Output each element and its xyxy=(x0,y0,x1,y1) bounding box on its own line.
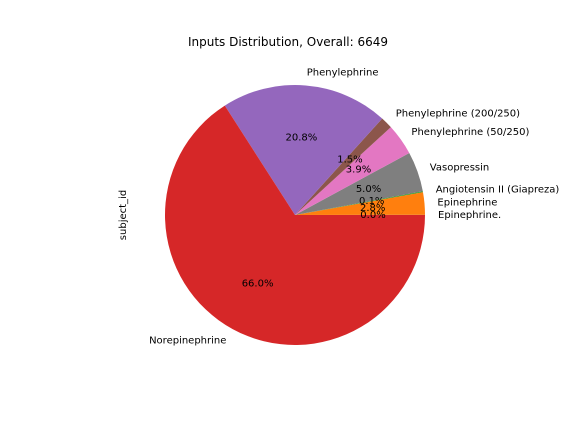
pie-slice-phenylephrine xyxy=(224,84,383,215)
y-axis-label: subject_id xyxy=(118,190,129,240)
slice-percent-norepinephrine: 66.0% xyxy=(242,278,274,289)
slice-percent-phenylephrine-200-250: 1.5% xyxy=(337,155,362,166)
pie-slice-vasopressin xyxy=(295,153,423,215)
slice-label-phenylephrine-50-250: Phenylephrine (50/250) xyxy=(411,127,529,138)
slice-percent-phenylephrine-50-250: 3.9% xyxy=(346,165,371,176)
slice-percent-epinephrine: 0.0% xyxy=(360,210,385,221)
slice-percent-phenylephrine: 20.8% xyxy=(286,132,318,143)
pie-slice-phenylephrine-50-250 xyxy=(295,127,410,215)
pie-slices xyxy=(165,84,426,345)
pie-slice-angiotensin-ii-giapreza xyxy=(295,191,423,215)
chart-title: Inputs Distribution, Overall: 6649 xyxy=(188,35,388,49)
pie-labels: Epinephrine. 0.0% Epinephrine 2.8% Angiotens… xyxy=(149,67,559,346)
slice-label-vasopressin: Vasopressin xyxy=(430,162,489,173)
slice-label-epinephrine: Epinephrine xyxy=(437,197,497,208)
slice-percent-epinephrine: 2.8% xyxy=(360,203,385,214)
pie-slice-phenylephrine-200-250 xyxy=(295,118,391,215)
slice-label-angiotensin-ii-giapreza: Angiotensin II (Giapreza) xyxy=(436,184,560,195)
slice-percent-angiotensin-ii-giapreza: 0.1% xyxy=(359,196,384,207)
slice-label-phenylephrine-200-250: Phenylephrine (200/250) xyxy=(396,109,520,120)
slice-label-phenylephrine: Phenylephrine xyxy=(307,67,379,78)
slice-percent-vasopressin: 5.0% xyxy=(356,184,381,195)
slice-label-norepinephrine: Norepinephrine xyxy=(149,335,226,346)
pie-slice-epinephrine xyxy=(295,192,425,215)
slice-label-epinephrine: Epinephrine. xyxy=(438,210,501,221)
pie-slice-norepinephrine xyxy=(165,105,425,345)
